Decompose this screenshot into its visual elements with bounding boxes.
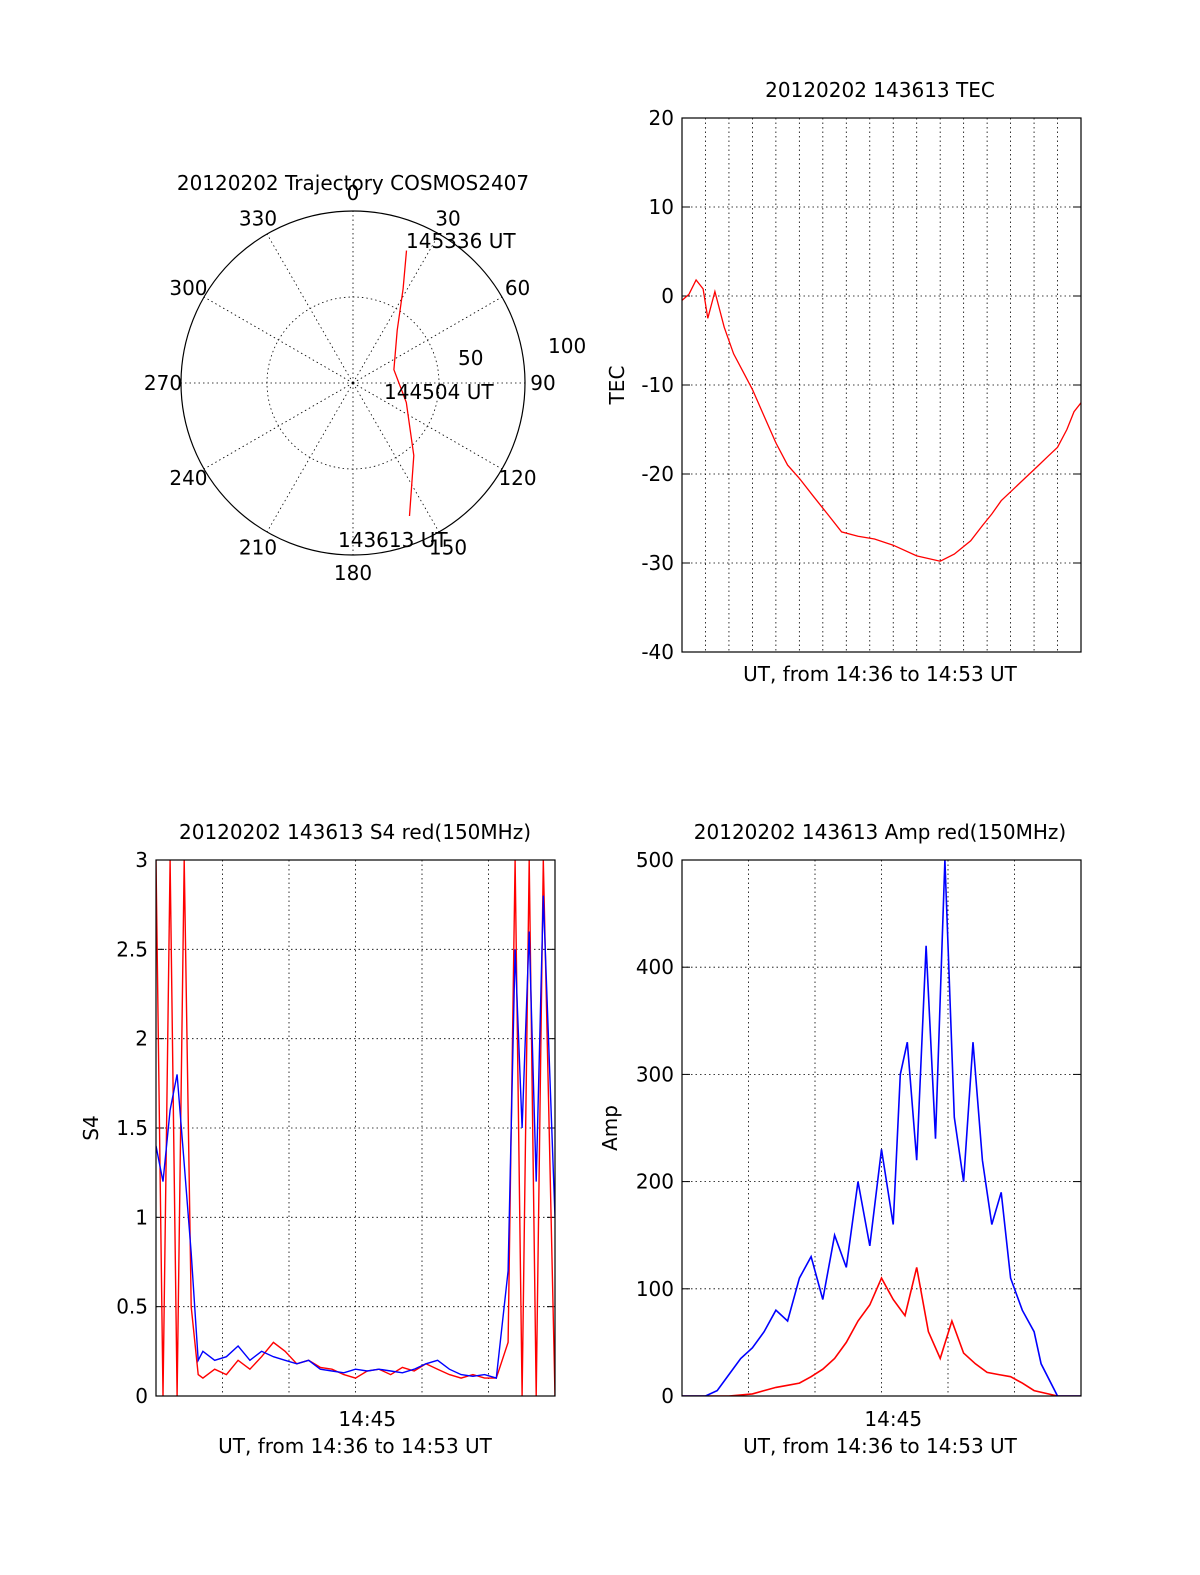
s4-y-tick-label: 2.5 — [116, 937, 148, 961]
tec-y-axis-label: TEC — [605, 366, 629, 406]
amp-title: 20120202 143613 Amp red(150MHz) — [694, 820, 1066, 844]
s4-y-tick-label: 1.5 — [116, 1116, 148, 1140]
s4-panel: 20120202 143613 S4 red(150MHz) 3 2.5 2 1.5 1… — [79, 820, 556, 1458]
s4-y-tick-label: 3 — [135, 848, 148, 872]
tec-x-axis-label: UT, from 14:36 to 14:53 UT — [743, 662, 1018, 686]
tec-title: 20120202 143613 TEC — [765, 78, 995, 102]
polar-spoke — [266, 233, 354, 384]
s4-series — [156, 860, 555, 1396]
polar-spoke — [203, 382, 354, 470]
polar-azimuth-label: 330 — [239, 206, 277, 230]
polar-grid — [181, 211, 525, 555]
amp-x-tick-labels: 14:45 — [864, 1407, 922, 1431]
polar-azimuth-label: 60 — [505, 276, 530, 300]
s4-y-tick-label: 1 — [135, 1205, 148, 1229]
s4-x-tick-labels: 14:45 — [338, 1407, 396, 1431]
amp-y-tick-label: 500 — [636, 848, 674, 872]
s4-y-tick-label: 0 — [135, 1384, 148, 1408]
polar-title: 20120202 Trajectory COSMOS2407 — [177, 171, 529, 195]
amp-x-tick-label: 14:45 — [864, 1407, 922, 1431]
polar-spoke — [203, 296, 354, 384]
tec-series-line — [682, 278, 1081, 562]
polar-trajectory — [393, 250, 415, 517]
s4-series-line — [156, 895, 555, 1380]
polar-azimuth-label: 240 — [169, 466, 207, 490]
polar-trajectory-line — [393, 250, 415, 517]
polar-spoke — [266, 382, 354, 533]
amp-y-tick-label: 0 — [661, 1384, 674, 1408]
polar-spoke — [352, 233, 440, 384]
s4-y-axis-label: S4 — [79, 1115, 103, 1140]
polar-panel: 20120202 Trajectory COSMOS2407 0 30 60 90 12… — [144, 171, 586, 585]
s4-title: 20120202 143613 S4 red(150MHz) — [179, 820, 531, 844]
polar-radial-label: 100 — [548, 334, 586, 358]
tec-y-tick-label: -40 — [641, 640, 674, 664]
amp-y-tick-labels: 500 400 300 200 100 0 — [636, 848, 674, 1408]
s4-x-tick-label: 14:45 — [338, 1407, 396, 1431]
polar-spoke — [352, 296, 503, 384]
polar-radial-label: 50 — [458, 346, 483, 370]
tec-panel: 20120202 143613 TEC 20 10 0 -10 -20 -30 -40 UT… — [605, 78, 1082, 686]
amp-grid — [682, 859, 1081, 1397]
polar-azimuth-label: 0 — [347, 181, 360, 205]
tec-y-tick-label: 0 — [661, 284, 674, 308]
tec-y-tick-label: 20 — [649, 106, 674, 130]
polar-azimuth-label: 210 — [239, 536, 277, 560]
tec-series — [682, 278, 1081, 562]
amp-plot-frame — [681, 859, 1082, 1397]
polar-outer-ring — [180, 210, 526, 556]
polar-azimuth-label: 180 — [334, 561, 372, 585]
tec-y-tick-label: -30 — [641, 551, 674, 575]
polar-spoke — [352, 382, 440, 533]
s4-grid — [156, 859, 555, 1397]
s4-y-tick-label: 0.5 — [116, 1295, 148, 1319]
polar-azimuth-label: 90 — [530, 371, 555, 395]
polar-azimuth-label: 120 — [498, 466, 536, 490]
amp-panel: 20120202 143613 Amp red(150MHz) 500 400 30… — [598, 820, 1082, 1458]
tec-y-tick-labels: 20 10 0 -10 -20 -30 -40 — [641, 106, 674, 664]
tec-y-tick-label: -20 — [641, 462, 674, 486]
amp-series-line — [682, 1267, 1081, 1396]
s4-y-tick-label: 2 — [135, 1027, 148, 1051]
polar-azimuth-label: 30 — [435, 206, 460, 230]
amp-y-tick-label: 300 — [636, 1062, 674, 1086]
s4-y-tick-labels: 3 2.5 2 1.5 1 0.5 0 — [116, 848, 148, 1408]
amp-y-tick-label: 200 — [636, 1170, 674, 1194]
trajectory-mid-label: 144504 UT — [384, 380, 494, 404]
s4-plot-frame — [155, 859, 556, 1397]
amp-y-tick-label: 400 — [636, 955, 674, 979]
amp-y-axis-label: Amp — [598, 1105, 622, 1151]
trajectory-end-label: 145336 UT — [406, 229, 516, 253]
polar-azimuth-label: 300 — [169, 276, 207, 300]
amp-series-line — [682, 860, 1081, 1396]
trajectory-start-label: 143613 UT — [338, 528, 448, 552]
tec-grid — [682, 117, 1081, 653]
s4-series-line — [156, 860, 555, 1396]
polar-azimuth-label: 270 — [144, 371, 182, 395]
tec-y-tick-label: -10 — [641, 373, 674, 397]
tec-plot-frame — [681, 117, 1082, 653]
polar-azimuth-label: 150 — [429, 536, 467, 560]
tec-y-tick-label: 10 — [649, 195, 674, 219]
amp-series — [682, 860, 1081, 1396]
amp-y-tick-label: 100 — [636, 1277, 674, 1301]
polar-azimuth-labels: 0 30 60 90 120 150 180 210 240 270 300 330 — [144, 181, 556, 585]
polar-spoke — [352, 382, 503, 470]
amp-x-axis-label: UT, from 14:36 to 14:53 UT — [743, 1434, 1018, 1458]
s4-x-axis-label: UT, from 14:36 to 14:53 UT — [218, 1434, 493, 1458]
